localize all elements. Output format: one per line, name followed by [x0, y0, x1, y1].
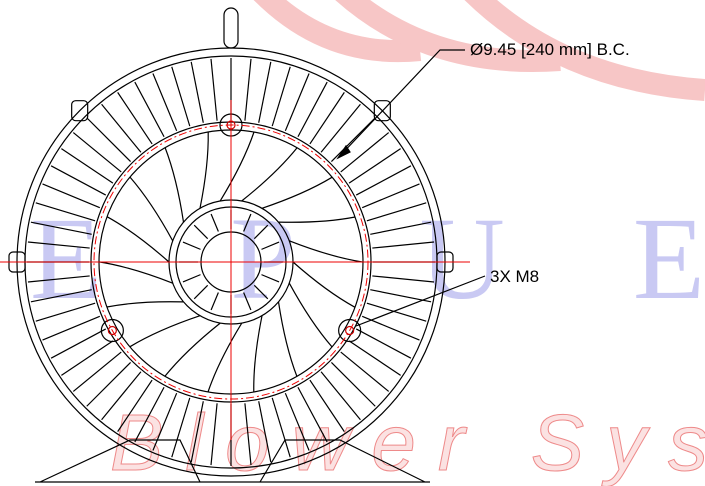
outline-part: [61, 341, 113, 375]
outline-part: [254, 316, 262, 392]
outline-part: [172, 67, 190, 126]
outline-part: [194, 285, 207, 298]
outline-part: [73, 352, 121, 391]
outline-part: [118, 92, 152, 144]
outline-part: [220, 132, 254, 201]
outline-part: [211, 214, 218, 232]
watermark-brand: E P U E: [30, 193, 705, 324]
outline-part: [183, 242, 201, 249]
outline-part: [367, 203, 426, 221]
drawing: E P U E Blower Sys Ø9.45 [240 mm] B.C. 3…: [0, 0, 705, 486]
outline-part: [310, 92, 344, 144]
outline-part: [349, 341, 401, 375]
outline-part: [341, 352, 389, 391]
outline-part: [245, 59, 251, 121]
outline-part: [200, 132, 208, 208]
outline-part: [272, 67, 290, 126]
bolt-circle-label: Ø9.45 [240 mm] B.C.: [470, 40, 630, 59]
bolt-label: 3X M8: [490, 267, 539, 286]
outline-part: [73, 133, 121, 172]
outline-part: [191, 62, 203, 123]
outline-part: [224, 8, 238, 48]
outline-part: [211, 59, 217, 121]
outline-part: [289, 283, 332, 347]
outline-part: [61, 149, 113, 183]
outline-part: [321, 104, 360, 152]
outline-part: [183, 275, 201, 282]
outline-part: [165, 323, 220, 376]
outline-part: [349, 149, 401, 183]
outline-part: [211, 292, 218, 310]
outline-part: [259, 62, 271, 123]
outline-part: [87, 118, 131, 162]
outline-part: [102, 104, 141, 152]
outline-part: [208, 323, 242, 392]
outline-part: [194, 225, 207, 238]
outline-part: [331, 118, 375, 162]
